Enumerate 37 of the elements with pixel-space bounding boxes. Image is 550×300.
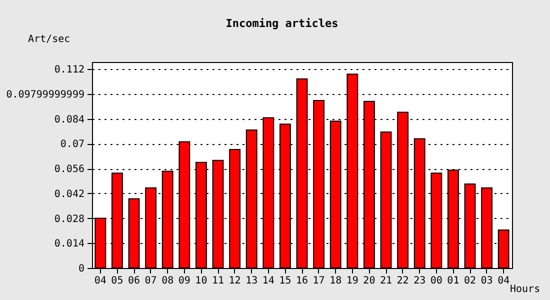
x-tick-label: 00 (430, 276, 442, 286)
y-tick-label: 0.112 (54, 64, 84, 76)
x-tick-label: 04 (94, 276, 106, 286)
x-tick-label: 09 (178, 276, 190, 286)
x-tick-label: 14 (262, 276, 274, 286)
y-tick-label: 0.09799999999 (6, 89, 84, 100)
x-tick-label: 04 (498, 276, 510, 286)
x-tick-label: 18 (330, 276, 342, 286)
x-tick-label: 11 (212, 276, 224, 286)
y-tick-label: 0 (78, 264, 84, 274)
x-tick-label: 03 (480, 276, 493, 286)
x-tick-label: 19 (346, 276, 358, 286)
x-tick-label: 22 (396, 276, 409, 286)
x-tick-label: 21 (380, 276, 392, 286)
x-tick-label: 07 (144, 276, 157, 286)
x-tick-label: 23 (414, 276, 426, 286)
x-tick-label: 12 (228, 276, 241, 286)
y-tick-label: 0.042 (54, 188, 84, 200)
x-tick-label: 06 (128, 276, 140, 286)
x-tick-label: 08 (162, 276, 174, 286)
y-tick-label: 0.028 (54, 214, 84, 225)
y-tick-label: 0.014 (54, 238, 84, 250)
y-tick-label: 0.084 (54, 114, 84, 126)
y-tick-label: 0.056 (54, 164, 84, 176)
x-tick-label: 02 (464, 276, 476, 286)
x-tick-label: 20 (363, 276, 376, 286)
x-tick-label: 13 (246, 276, 258, 286)
x-tick-label: 16 (296, 276, 308, 286)
y-axis-title: Art/sec (28, 34, 70, 45)
y-tick-label: 0.07 (60, 139, 84, 150)
x-tick-label: 17 (312, 276, 325, 286)
x-tick-label: 05 (111, 276, 124, 286)
x-tick-label: 01 (447, 276, 460, 286)
chart-title: Incoming articles (226, 17, 338, 30)
x-axis-title: Hours (510, 284, 540, 295)
x-tick-label: 15 (279, 276, 292, 286)
x-tick-label: 10 (195, 276, 208, 286)
